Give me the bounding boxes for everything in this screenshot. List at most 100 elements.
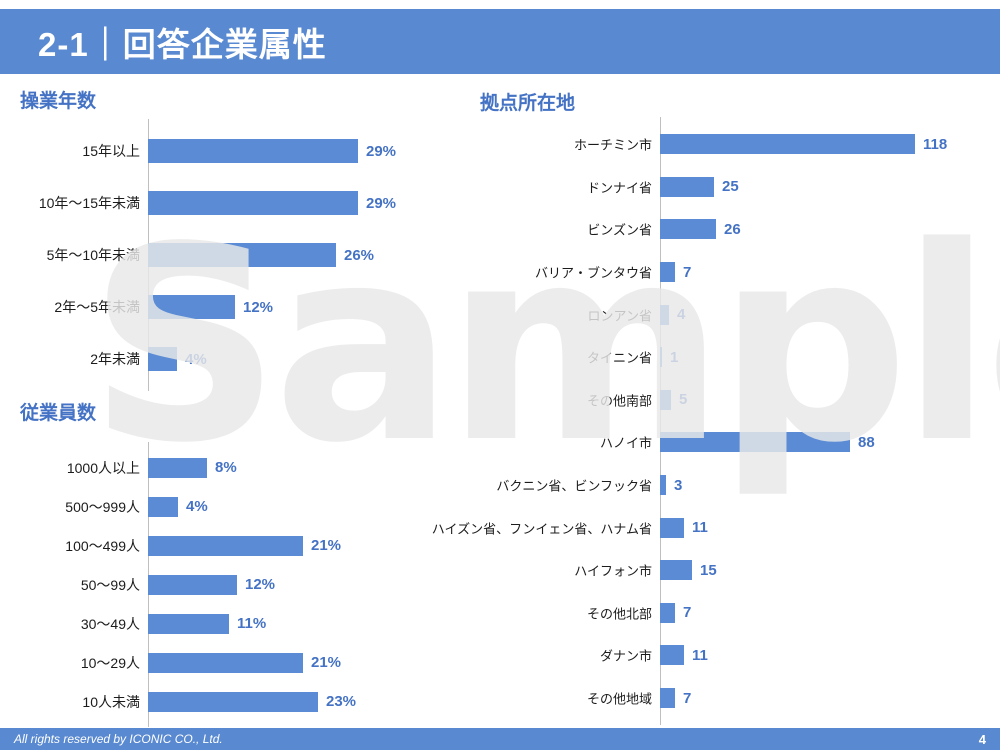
bar-area: 26% xyxy=(148,243,374,267)
value-label: 88 xyxy=(858,433,875,451)
bar-area: 7 xyxy=(660,262,691,283)
bar-area: 4 xyxy=(660,304,686,325)
category-label: ドンナイ省 xyxy=(586,180,652,196)
bar-area: 11% xyxy=(148,613,267,634)
bar xyxy=(148,139,358,163)
bar xyxy=(660,176,714,197)
chart-row: その他北部 7 xyxy=(480,592,995,635)
category-label: ハノイ市 xyxy=(599,435,652,451)
bar xyxy=(148,652,303,673)
category-label: 2年未満 xyxy=(90,351,140,367)
value-label: 12% xyxy=(245,576,276,593)
chart-row: 30〜49人 11% xyxy=(20,604,475,643)
chart-row: 50〜99人 12% xyxy=(20,565,475,604)
page-title: 2-1｜回答企業属性 xyxy=(38,25,327,63)
chart-row: 15年以上 29% xyxy=(20,125,475,177)
chart-row: ホーチミン市 118 xyxy=(480,123,995,166)
bar xyxy=(660,560,692,581)
chart-row: その他南部 5 xyxy=(480,379,995,422)
bar xyxy=(148,496,178,517)
bar xyxy=(148,191,358,215)
value-label: 4% xyxy=(185,350,207,368)
bar-area: 5 xyxy=(660,389,688,410)
bar xyxy=(148,535,303,556)
chart-row: ダナン市 11 xyxy=(480,634,995,677)
category-label: バクニン省、ビンフック省 xyxy=(496,478,652,494)
chart-row: ドンナイ省 25 xyxy=(480,166,995,209)
bar-area: 25 xyxy=(660,176,739,197)
value-label: 1 xyxy=(670,348,679,366)
value-label: 5 xyxy=(679,391,688,409)
bar xyxy=(148,243,336,267)
bar xyxy=(148,574,237,595)
bar-area: 88 xyxy=(660,432,875,453)
category-label: ロンアン省 xyxy=(587,308,652,324)
category-label: ハイズン省、フンイェン省、ハナム省 xyxy=(431,521,652,537)
chart-row: タイニン省 1 xyxy=(480,336,995,379)
chart-row: 1000人以上 8% xyxy=(20,448,475,487)
bar-area: 11 xyxy=(660,645,708,666)
value-label: 21% xyxy=(311,654,342,671)
bar xyxy=(660,475,666,496)
bar xyxy=(660,219,716,240)
value-label: 3 xyxy=(674,476,683,494)
bar-area: 15 xyxy=(660,560,717,581)
category-label: その他地域 xyxy=(586,691,652,707)
chart-row: 10〜29人 21% xyxy=(20,643,475,682)
bar xyxy=(148,613,229,634)
value-label: 8% xyxy=(215,459,237,476)
bar-area: 118 xyxy=(660,134,948,155)
category-label: 10〜29人 xyxy=(80,654,140,671)
chart-row: その他地域 7 xyxy=(480,677,995,720)
bar xyxy=(660,602,675,623)
value-label: 11 xyxy=(692,519,708,537)
value-label: 11% xyxy=(237,615,267,632)
value-label: 21% xyxy=(311,537,342,554)
chart-row: 5年〜10年未満 26% xyxy=(20,229,475,281)
category-label: 2年〜5年未満 xyxy=(54,299,140,315)
category-label: バリア・ブンタウ省 xyxy=(534,265,652,281)
chart-row: 10年〜15年未満 29% xyxy=(20,177,475,229)
bar-area: 11 xyxy=(660,517,708,538)
value-label: 4 xyxy=(677,306,686,324)
category-label: ハイフォン市 xyxy=(574,563,652,579)
value-label: 7 xyxy=(683,689,692,707)
category-label: 100〜499人 xyxy=(65,537,140,554)
chart-title-employee-count: 従業員数 xyxy=(20,403,97,424)
value-label: 26 xyxy=(724,220,741,238)
category-label: 30〜49人 xyxy=(80,615,140,632)
chart-row: ハイズン省、フンイェン省、ハナム省 11 xyxy=(432,506,995,549)
category-label: その他南部 xyxy=(586,393,652,409)
bar xyxy=(660,347,662,368)
bar xyxy=(660,688,675,709)
bar-area: 12% xyxy=(148,574,276,595)
bar-area: 4% xyxy=(148,496,208,517)
bar-area: 8% xyxy=(148,457,237,478)
value-label: 11 xyxy=(692,646,708,664)
chart-plot-operating-years: 15年以上 29% 10年〜15年未満 29% 5年〜10年未満 26% 2年〜5年未満 12… xyxy=(20,119,475,391)
value-label: 12% xyxy=(243,298,274,316)
bar-area: 7 xyxy=(660,688,692,709)
chart-row: バリア・ブンタウ省 7 xyxy=(480,251,995,294)
bar-area: 29% xyxy=(148,139,396,163)
bar xyxy=(660,262,675,283)
bar xyxy=(148,295,235,319)
bar-area: 21% xyxy=(148,652,342,673)
bar xyxy=(148,347,177,371)
value-label: 118 xyxy=(923,135,948,153)
chart-title-operating-years: 操業年数 xyxy=(20,91,97,112)
value-label: 29% xyxy=(366,194,397,212)
value-label: 25 xyxy=(722,178,739,196)
chart-row: ビンズン省 26 xyxy=(480,208,995,251)
chart-row: ロンアン省 4 xyxy=(480,293,995,336)
bar-area: 29% xyxy=(148,191,396,215)
slide-footer: All rights reserved by ICONIC CO., Ltd. … xyxy=(0,728,1000,750)
bar-area: 3 xyxy=(660,475,683,496)
category-label: その他北部 xyxy=(586,606,652,622)
value-label: 7 xyxy=(683,604,692,622)
bar xyxy=(660,389,671,410)
page-number: 4 xyxy=(978,731,986,747)
bar-area: 1 xyxy=(660,347,679,368)
bar-area: 7 xyxy=(660,602,692,623)
category-label: 5年〜10年未満 xyxy=(46,247,140,263)
